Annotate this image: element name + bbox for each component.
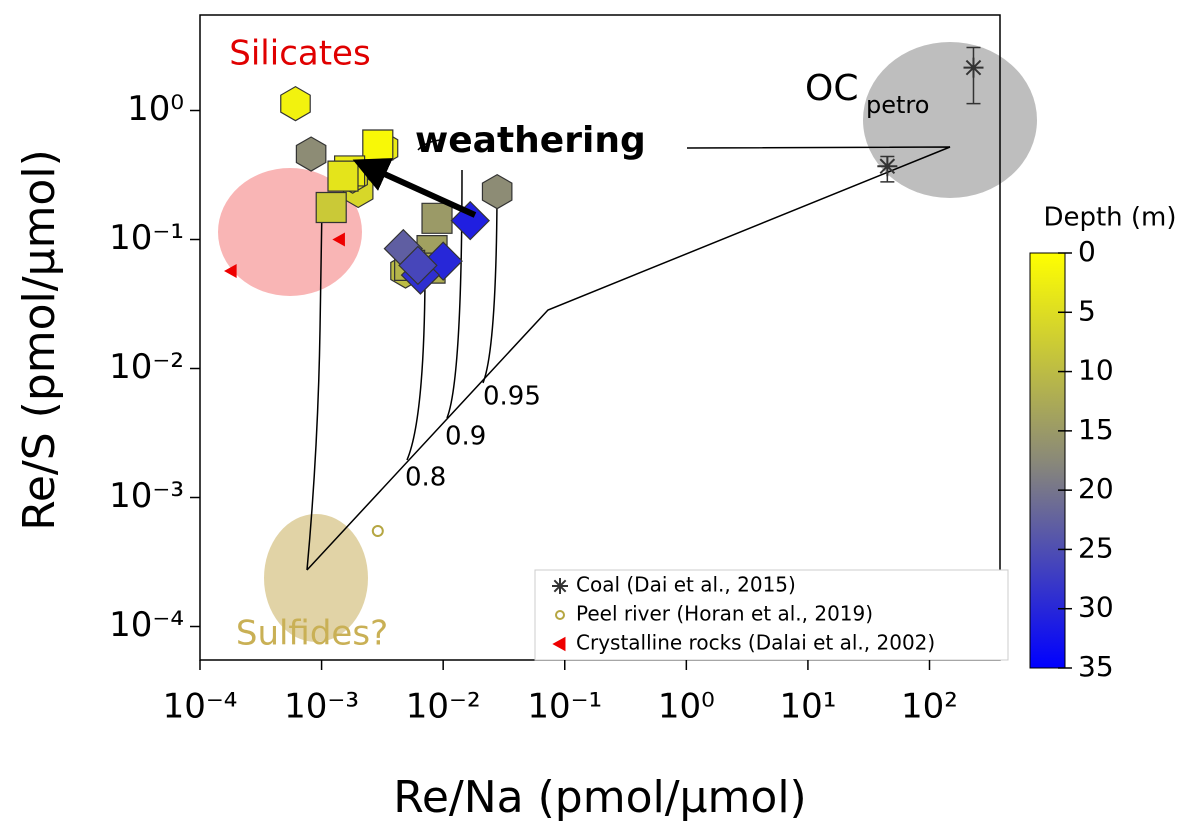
ocpetro-region	[863, 42, 1037, 198]
weathering-arrow	[352, 158, 477, 218]
x-tick-label: 10⁻⁴	[163, 687, 238, 727]
y-tick-label: 10⁻²	[109, 347, 184, 387]
sulfide-region	[264, 514, 368, 642]
x-tick-label: 10⁰	[658, 687, 715, 727]
point	[481, 173, 513, 210]
x-tick-label: 10²	[901, 687, 958, 727]
legend-marker	[552, 636, 566, 652]
point	[450, 200, 490, 241]
mixing-lines	[306, 139, 951, 571]
colorbar-tick-label: 35	[1078, 650, 1114, 683]
x-axis-label: Re/Na (pmol/µmol)	[393, 772, 806, 823]
annotation: OC	[805, 68, 858, 109]
y-axis-label: Re/S (pmol/µmol)	[14, 149, 65, 531]
annotation: 0.9	[445, 422, 486, 452]
colorbar	[1029, 252, 1066, 669]
annotation: weathering	[415, 120, 646, 161]
legend-label: Coal (Dai et al., 2015)	[576, 573, 796, 597]
colorbar-tick-label: 5	[1078, 294, 1096, 327]
x-tick-label: 10¹	[779, 687, 836, 727]
point	[421, 202, 453, 234]
point	[280, 85, 311, 122]
point	[315, 191, 347, 224]
x-tick-label: 10⁻²	[406, 687, 481, 727]
y-tick-label: 10⁻⁴	[109, 605, 184, 645]
annotation: 0.95	[483, 382, 541, 412]
legend-marker	[552, 578, 568, 594]
x-tick-label: 10⁻³	[284, 687, 359, 727]
annotation: Silicates	[229, 34, 370, 74]
point	[224, 263, 237, 278]
x-tick-label: 10⁻¹	[527, 687, 602, 727]
colorbar-tick-label: 30	[1078, 591, 1114, 624]
point	[877, 156, 898, 177]
annotation: petro	[866, 91, 929, 119]
annotation: Sulfides?	[236, 614, 388, 654]
legend-label: Peel river (Horan et al., 2019)	[576, 602, 873, 626]
colorbar-tick-label: 10	[1078, 354, 1114, 387]
colorbar-tick-label: 15	[1078, 413, 1114, 446]
y-tick-label: 10⁻¹	[109, 218, 184, 258]
legend	[534, 569, 1009, 661]
point	[371, 525, 384, 537]
legend-marker	[554, 610, 566, 620]
y-tick-label: 10⁻³	[109, 476, 184, 516]
point	[332, 232, 345, 247]
point	[963, 57, 984, 78]
colorbar-tick-label: 0	[1078, 235, 1096, 268]
colorbar-tick-label: 25	[1078, 531, 1114, 564]
annotation: 0.8	[405, 463, 446, 493]
colorbar-tick-label: 20	[1078, 472, 1114, 505]
colorbar-label: Depth (m)	[1043, 203, 1176, 233]
point	[295, 136, 327, 172]
point	[362, 129, 394, 161]
y-tick-label: 10⁰	[127, 89, 184, 129]
legend-label: Crystalline rocks (Dalai et al., 2002)	[576, 631, 935, 655]
point	[398, 245, 438, 286]
point	[327, 160, 359, 192]
